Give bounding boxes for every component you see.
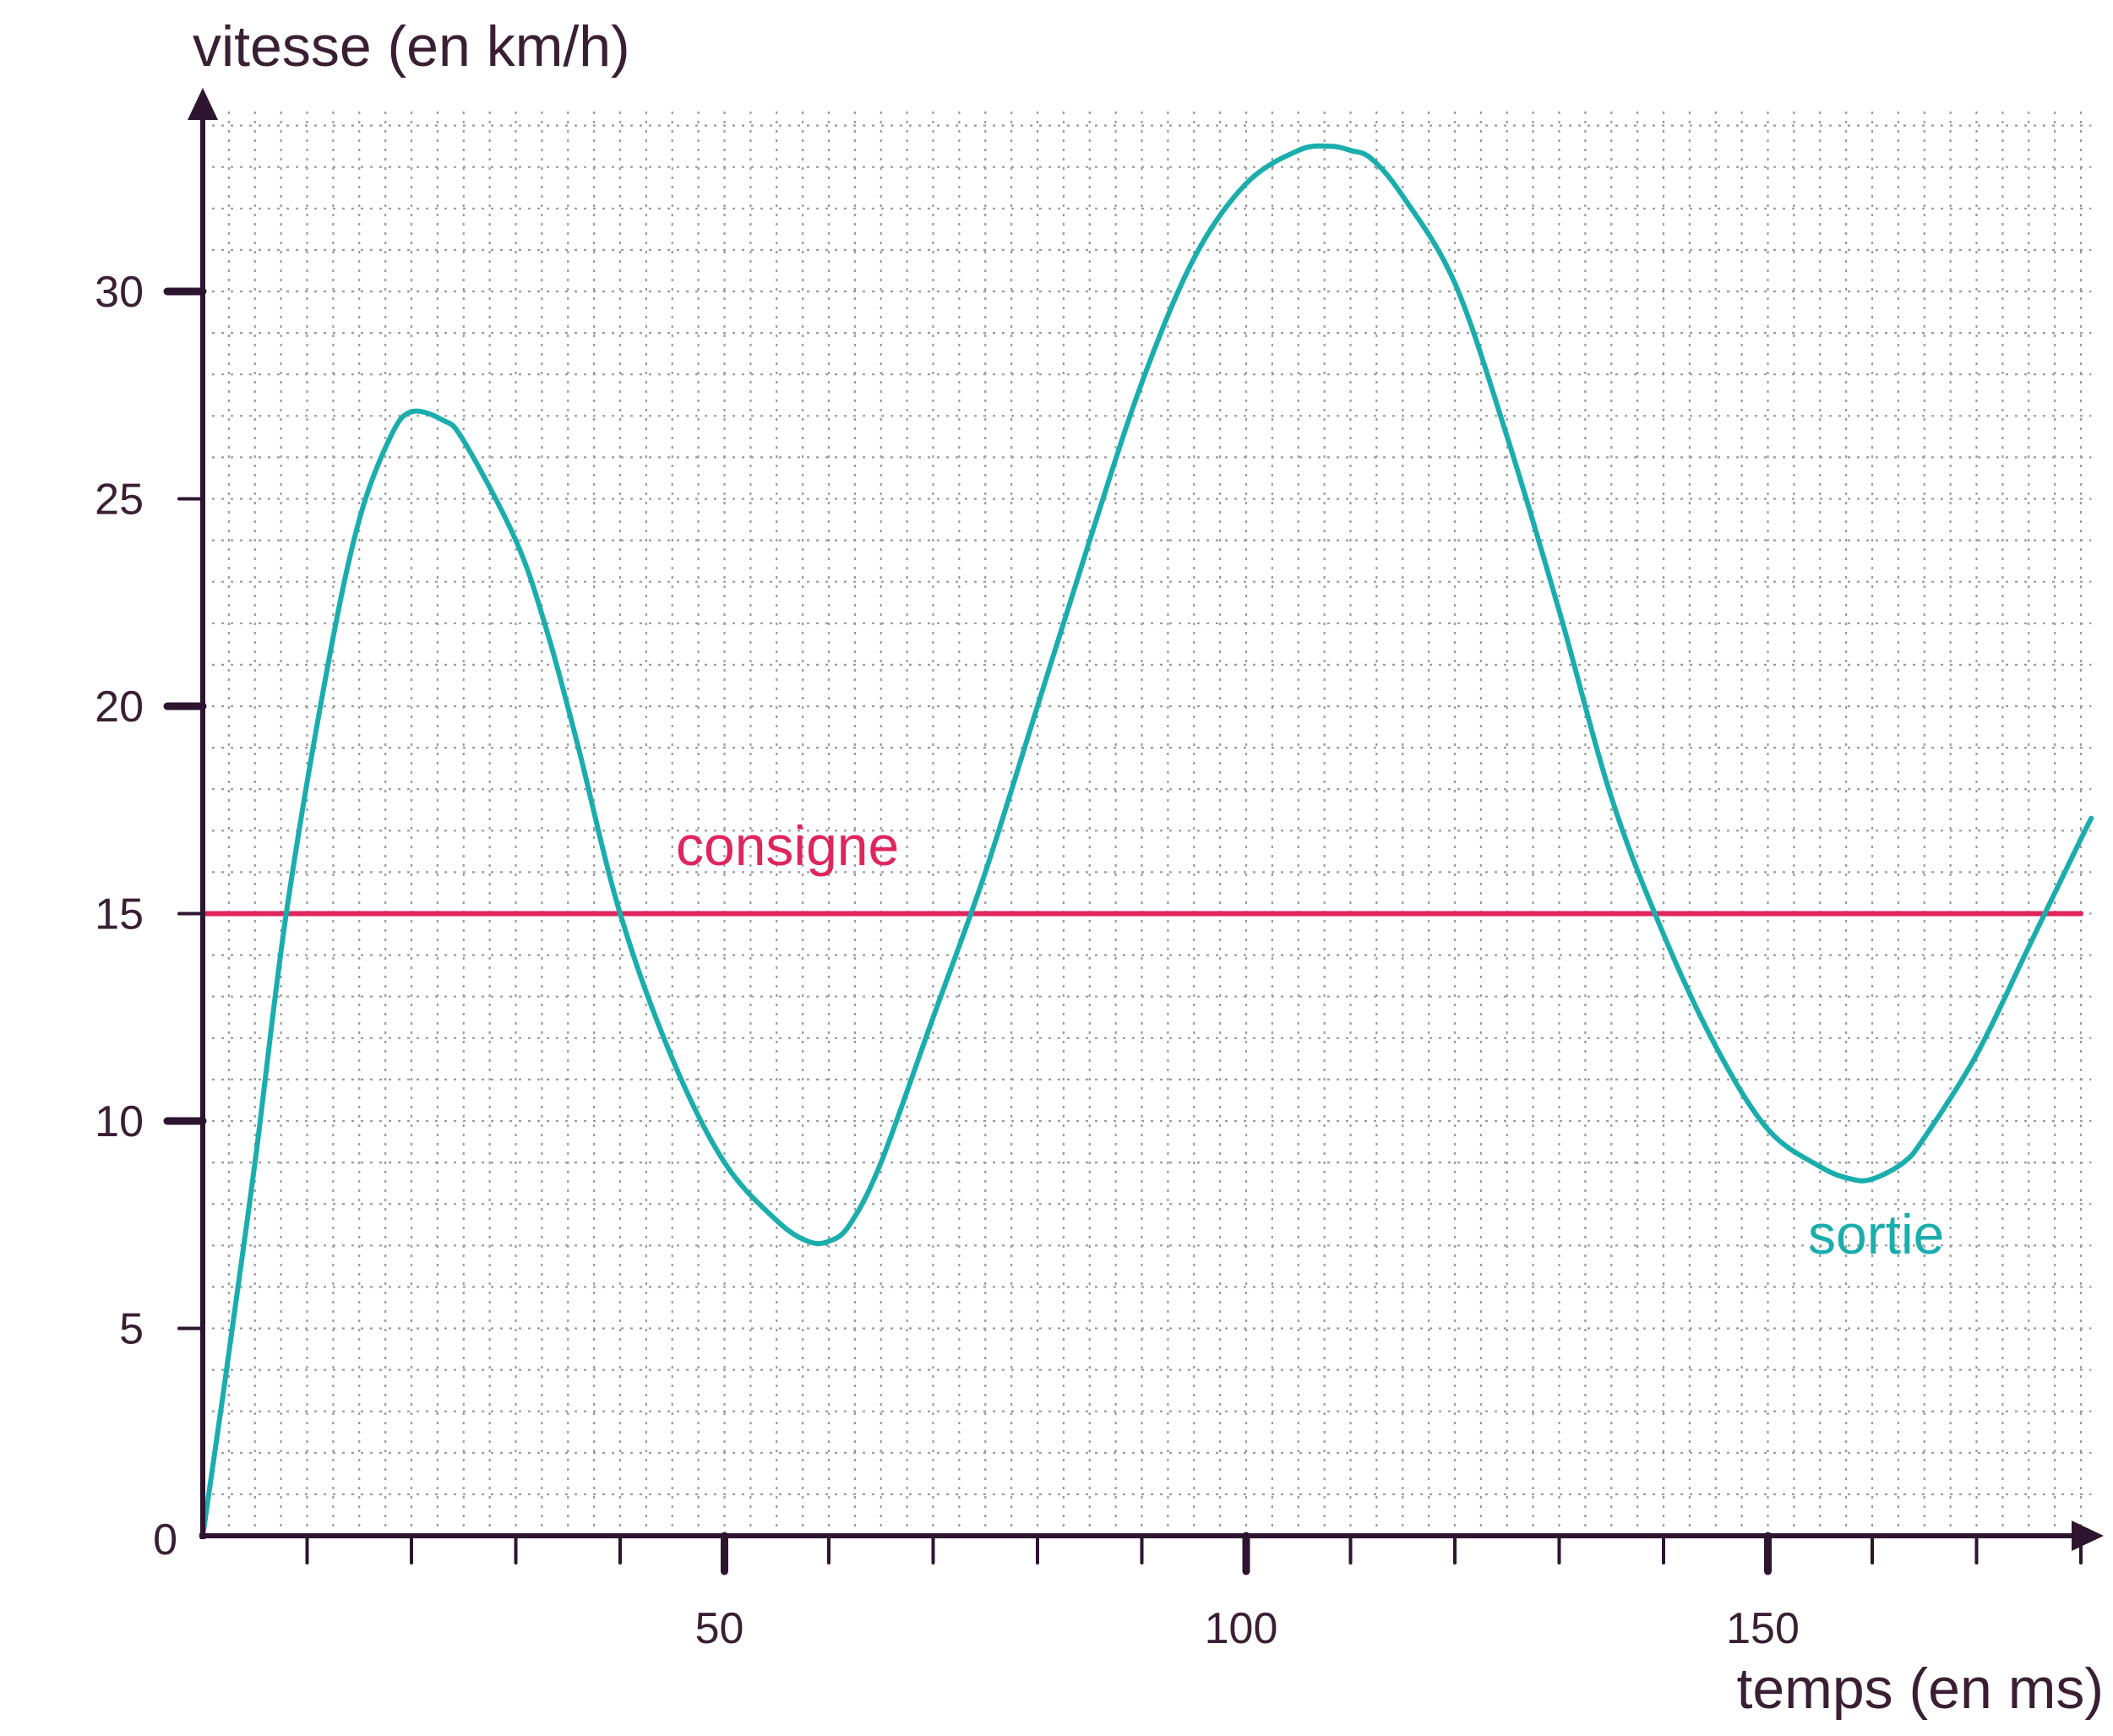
tick-labels: 50 100 150 5 10 15 20 25 30: [95, 268, 1800, 1653]
x-axis-title: temps (en ms): [1736, 1657, 2104, 1721]
axes: [188, 88, 2104, 1551]
x-tick-label: 50: [695, 1604, 744, 1653]
y-tick-label: 20: [95, 683, 144, 732]
x-tick-label: 150: [1726, 1604, 1800, 1653]
origin-label: 0: [153, 1516, 177, 1565]
tick-marks: [163, 287, 2083, 1575]
y-axis-arrow: [188, 88, 218, 120]
y-tick-label: 15: [95, 890, 144, 939]
series-line-sortie: [200, 143, 2094, 1538]
series-label-sortie: sortie: [1808, 1203, 1944, 1265]
series-layer: consigne sortie: [200, 143, 2094, 1538]
y-tick-label: 25: [95, 476, 144, 525]
grid: [203, 105, 2092, 1536]
y-tick-label: 5: [119, 1305, 144, 1354]
y-tick-label: 10: [95, 1097, 144, 1146]
y-axis-title: vitesse (en km/h): [193, 14, 630, 79]
x-tick-label: 100: [1205, 1604, 1278, 1653]
x-axis-arrow: [2072, 1521, 2104, 1551]
y-tick-label: 30: [95, 268, 144, 317]
series-label-consigne: consigne: [676, 814, 899, 877]
